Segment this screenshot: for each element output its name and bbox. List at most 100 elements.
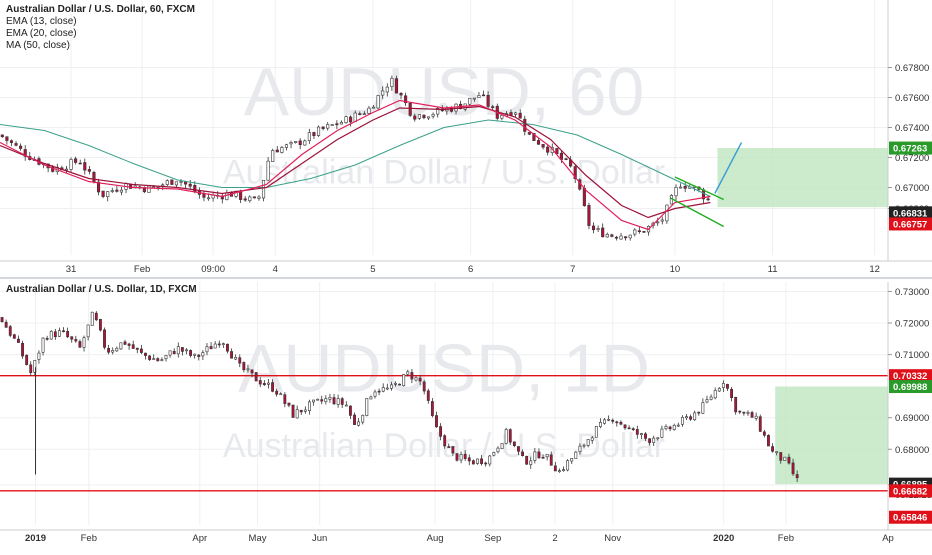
price-tick-label: 0.67200 <box>895 153 929 164</box>
candle-down <box>484 462 488 465</box>
candle-up <box>381 90 385 96</box>
candle-down <box>299 409 303 413</box>
candle-up <box>369 396 373 400</box>
candle-down <box>791 462 795 475</box>
candle-up <box>234 357 238 360</box>
candle-up <box>500 443 504 449</box>
candle-down <box>217 343 221 346</box>
candle-down <box>14 143 18 146</box>
price-badge-label: 0.66831 <box>893 208 928 219</box>
candle-up <box>152 358 156 360</box>
price-tick-label: 0.69000 <box>895 413 929 424</box>
price-tick-label: 0.68000 <box>895 445 929 456</box>
watermark-symbol: AUDUSD, 60 <box>244 54 645 130</box>
time-tick-label: Sep <box>484 533 501 544</box>
candle-up <box>295 409 299 419</box>
candle-up <box>389 384 393 389</box>
candle-up <box>339 122 344 125</box>
candle-up <box>58 330 61 337</box>
candle-up <box>90 311 94 326</box>
candle-down <box>230 351 233 359</box>
candle-down <box>17 338 20 343</box>
candle-up <box>330 124 334 126</box>
candle-down <box>771 446 774 452</box>
candle-down <box>591 225 596 231</box>
candle-down <box>180 347 184 352</box>
candle-up <box>361 414 365 423</box>
candle-up <box>316 398 320 401</box>
candle-up <box>628 234 632 239</box>
candle-down <box>573 166 577 180</box>
candle-down <box>512 441 516 446</box>
time-tick-label: Jun <box>312 533 327 544</box>
candle-down <box>184 181 188 185</box>
price-tick-label: 0.67600 <box>895 93 929 104</box>
candle-down <box>541 457 545 459</box>
candle-down <box>532 132 536 141</box>
candle-down <box>254 372 258 382</box>
candle-up <box>492 452 496 456</box>
candle-down <box>518 112 522 119</box>
candle-down <box>541 144 545 148</box>
candle-up <box>402 374 406 387</box>
candle-down <box>78 341 82 348</box>
candle-down <box>523 118 527 132</box>
candle-up <box>582 444 586 447</box>
candle-down <box>439 426 443 437</box>
candle-up <box>633 229 637 235</box>
candle-down <box>611 419 615 422</box>
candle-down <box>491 106 495 108</box>
time-tick-label: 11 <box>768 264 778 275</box>
candle-down <box>92 172 96 183</box>
candle-up <box>394 383 397 385</box>
candle-down <box>549 454 553 466</box>
candle-up <box>326 124 330 129</box>
candle-down <box>443 435 447 447</box>
candle-up <box>436 107 440 115</box>
candle-down <box>94 312 98 321</box>
candle-up <box>115 347 119 352</box>
candle-up <box>578 445 582 452</box>
bottom-chart-group: AUDUSD, 1D Australian Dollar / U.S. Dolla… <box>0 282 932 544</box>
candle-down <box>587 205 591 226</box>
time-tick-label: Aug <box>427 533 444 544</box>
candle-down <box>243 198 247 201</box>
candle-down <box>537 451 541 459</box>
candle-down <box>51 166 55 172</box>
candle-up <box>574 451 578 459</box>
candle-down <box>546 146 550 153</box>
candle-up <box>248 196 252 202</box>
candle-down <box>762 431 766 436</box>
candle-up <box>783 456 787 461</box>
candle-down <box>601 227 605 238</box>
candle-down <box>4 321 8 328</box>
candle-up <box>246 368 250 371</box>
candle-down <box>29 364 33 374</box>
time-tick-label: 6 <box>468 264 473 275</box>
candle-up <box>266 160 270 181</box>
candle-down <box>188 183 192 187</box>
time-tick-label: Ap <box>882 533 894 544</box>
price-tick-label: 0.67000 <box>895 183 929 194</box>
candle-down <box>683 186 687 189</box>
candle-up <box>49 331 53 340</box>
candle-up <box>271 150 275 162</box>
candle-down <box>795 474 799 479</box>
price-badge-label: 0.65846 <box>893 513 927 524</box>
candle-down <box>615 421 619 424</box>
candle-up <box>529 460 533 465</box>
candle-down <box>447 446 451 448</box>
price-badge <box>889 217 932 231</box>
candle-down <box>449 107 454 112</box>
candle-down <box>70 336 74 340</box>
candle-down <box>779 452 783 461</box>
candle-down <box>144 352 147 356</box>
candle-up <box>307 132 311 141</box>
candle-up <box>754 415 758 419</box>
time-tick-label: 2020 <box>713 533 734 544</box>
candle-down <box>697 411 701 414</box>
candle-down <box>53 331 57 338</box>
candle-down <box>787 456 791 464</box>
candle-up <box>344 116 348 123</box>
